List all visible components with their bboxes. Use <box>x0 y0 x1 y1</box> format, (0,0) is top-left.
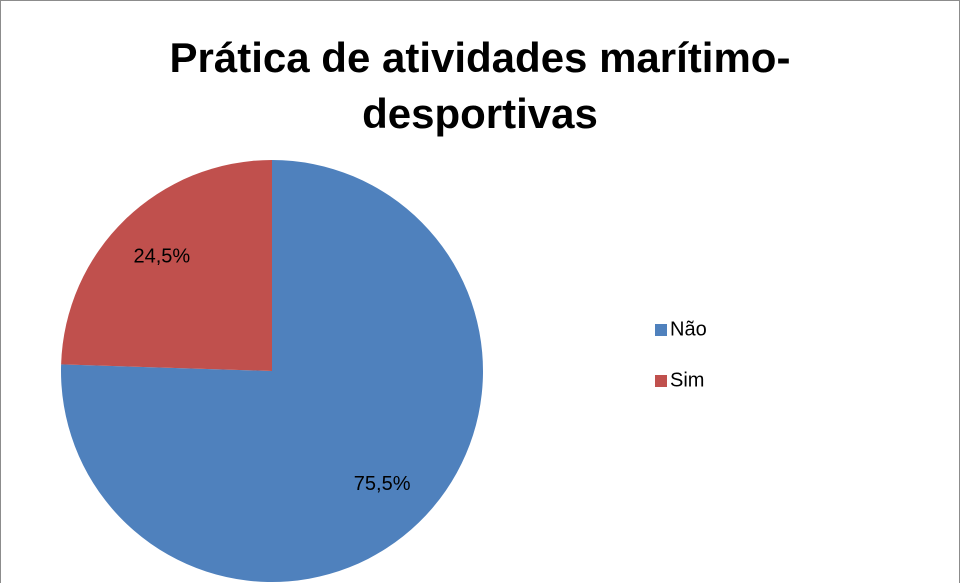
legend-label: Não <box>670 318 707 340</box>
pie-slice <box>61 160 273 371</box>
data-label: 75,5% <box>354 473 411 495</box>
legend-swatch <box>655 375 667 387</box>
legend-label: Sim <box>670 369 704 391</box>
data-label: 24,5% <box>134 246 191 268</box>
chart-title: Prática de atividades marítimo-desportiv… <box>169 34 791 137</box>
legend-swatch <box>655 324 667 336</box>
